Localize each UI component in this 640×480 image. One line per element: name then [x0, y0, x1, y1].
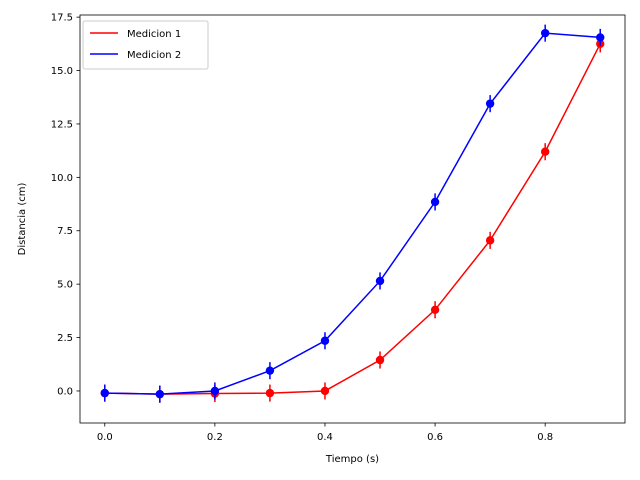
data-point: [430, 305, 440, 314]
data-point: [375, 355, 385, 365]
data-point: [540, 147, 550, 156]
legend-label-medicion-1: Medicion 1: [127, 29, 181, 40]
data-point: [265, 388, 275, 398]
y-tick-label: 2.5: [57, 333, 73, 344]
data-point: [540, 28, 550, 38]
x-tick-label: 0.6: [427, 432, 443, 443]
plot-frame: [79, 14, 626, 424]
x-tick-label: 0.8: [537, 432, 553, 443]
data-point: [155, 389, 165, 399]
x-tick-label: 0.2: [207, 432, 223, 443]
x-axis-ticks: 0.0 0.2 0.4 0.6 0.8: [97, 423, 553, 443]
y-tick-label: 15.0: [51, 66, 73, 77]
series-line-medicion-1: [104, 43, 601, 395]
x-tick-label: 0.4: [317, 432, 333, 443]
data-point: [210, 386, 220, 396]
y-tick-label: 7.5: [57, 226, 73, 237]
plot-background: [80, 15, 625, 423]
data-point: [320, 386, 330, 396]
y-axis-label: Distancia (cm): [17, 183, 28, 256]
y-tick-label: 0.0: [57, 386, 73, 397]
data-point: [430, 197, 440, 207]
data-point: [100, 388, 109, 398]
data-point: [596, 33, 605, 42]
series-medicion-2: [100, 24, 605, 403]
legend: Medicion 1 Medicion 2: [82, 20, 209, 70]
data-point: [485, 236, 495, 245]
data-point: [265, 366, 275, 375]
data-point: [320, 336, 330, 345]
x-axis-label: Tiempo (s): [325, 454, 379, 465]
y-tick-label: 10.0: [51, 173, 73, 184]
y-axis-ticks: 0.0 2.5 5.0 7.5 10.0 12.5 15.0 17.5: [51, 13, 80, 397]
legend-label-medicion-2: Medicion 2: [127, 50, 181, 61]
series-layer: [100, 24, 605, 403]
y-tick-label: 12.5: [51, 119, 73, 130]
y-tick-label: 17.5: [51, 13, 73, 24]
series-line-medicion-2: [104, 32, 601, 395]
data-point: [485, 99, 495, 108]
x-tick-label: 0.0: [97, 432, 113, 443]
data-point: [375, 276, 385, 286]
y-tick-label: 5.0: [57, 280, 73, 291]
